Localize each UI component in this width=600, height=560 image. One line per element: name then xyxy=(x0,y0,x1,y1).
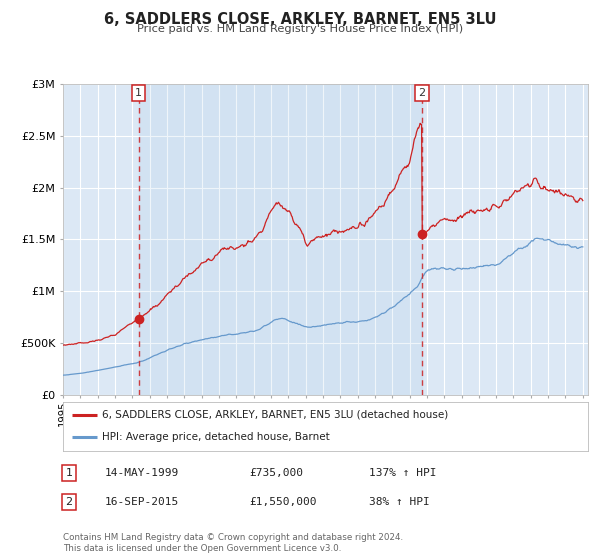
Text: HPI: Average price, detached house, Barnet: HPI: Average price, detached house, Barn… xyxy=(103,432,330,442)
Text: 2: 2 xyxy=(65,497,73,507)
Text: 137% ↑ HPI: 137% ↑ HPI xyxy=(369,468,437,478)
Text: 38% ↑ HPI: 38% ↑ HPI xyxy=(369,497,430,507)
Text: 14-MAY-1999: 14-MAY-1999 xyxy=(105,468,179,478)
Text: Price paid vs. HM Land Registry's House Price Index (HPI): Price paid vs. HM Land Registry's House … xyxy=(137,24,463,34)
Text: 1: 1 xyxy=(135,88,142,99)
Text: 6, SADDLERS CLOSE, ARKLEY, BARNET, EN5 3LU (detached house): 6, SADDLERS CLOSE, ARKLEY, BARNET, EN5 3… xyxy=(103,410,449,420)
Text: £735,000: £735,000 xyxy=(249,468,303,478)
Text: 2: 2 xyxy=(418,88,425,99)
Text: Contains HM Land Registry data © Crown copyright and database right 2024.: Contains HM Land Registry data © Crown c… xyxy=(63,533,403,542)
Text: This data is licensed under the Open Government Licence v3.0.: This data is licensed under the Open Gov… xyxy=(63,544,341,553)
Text: 6, SADDLERS CLOSE, ARKLEY, BARNET, EN5 3LU: 6, SADDLERS CLOSE, ARKLEY, BARNET, EN5 3… xyxy=(104,12,496,27)
Text: 16-SEP-2015: 16-SEP-2015 xyxy=(105,497,179,507)
Text: 1: 1 xyxy=(65,468,73,478)
Bar xyxy=(139,84,422,395)
Text: £1,550,000: £1,550,000 xyxy=(249,497,317,507)
